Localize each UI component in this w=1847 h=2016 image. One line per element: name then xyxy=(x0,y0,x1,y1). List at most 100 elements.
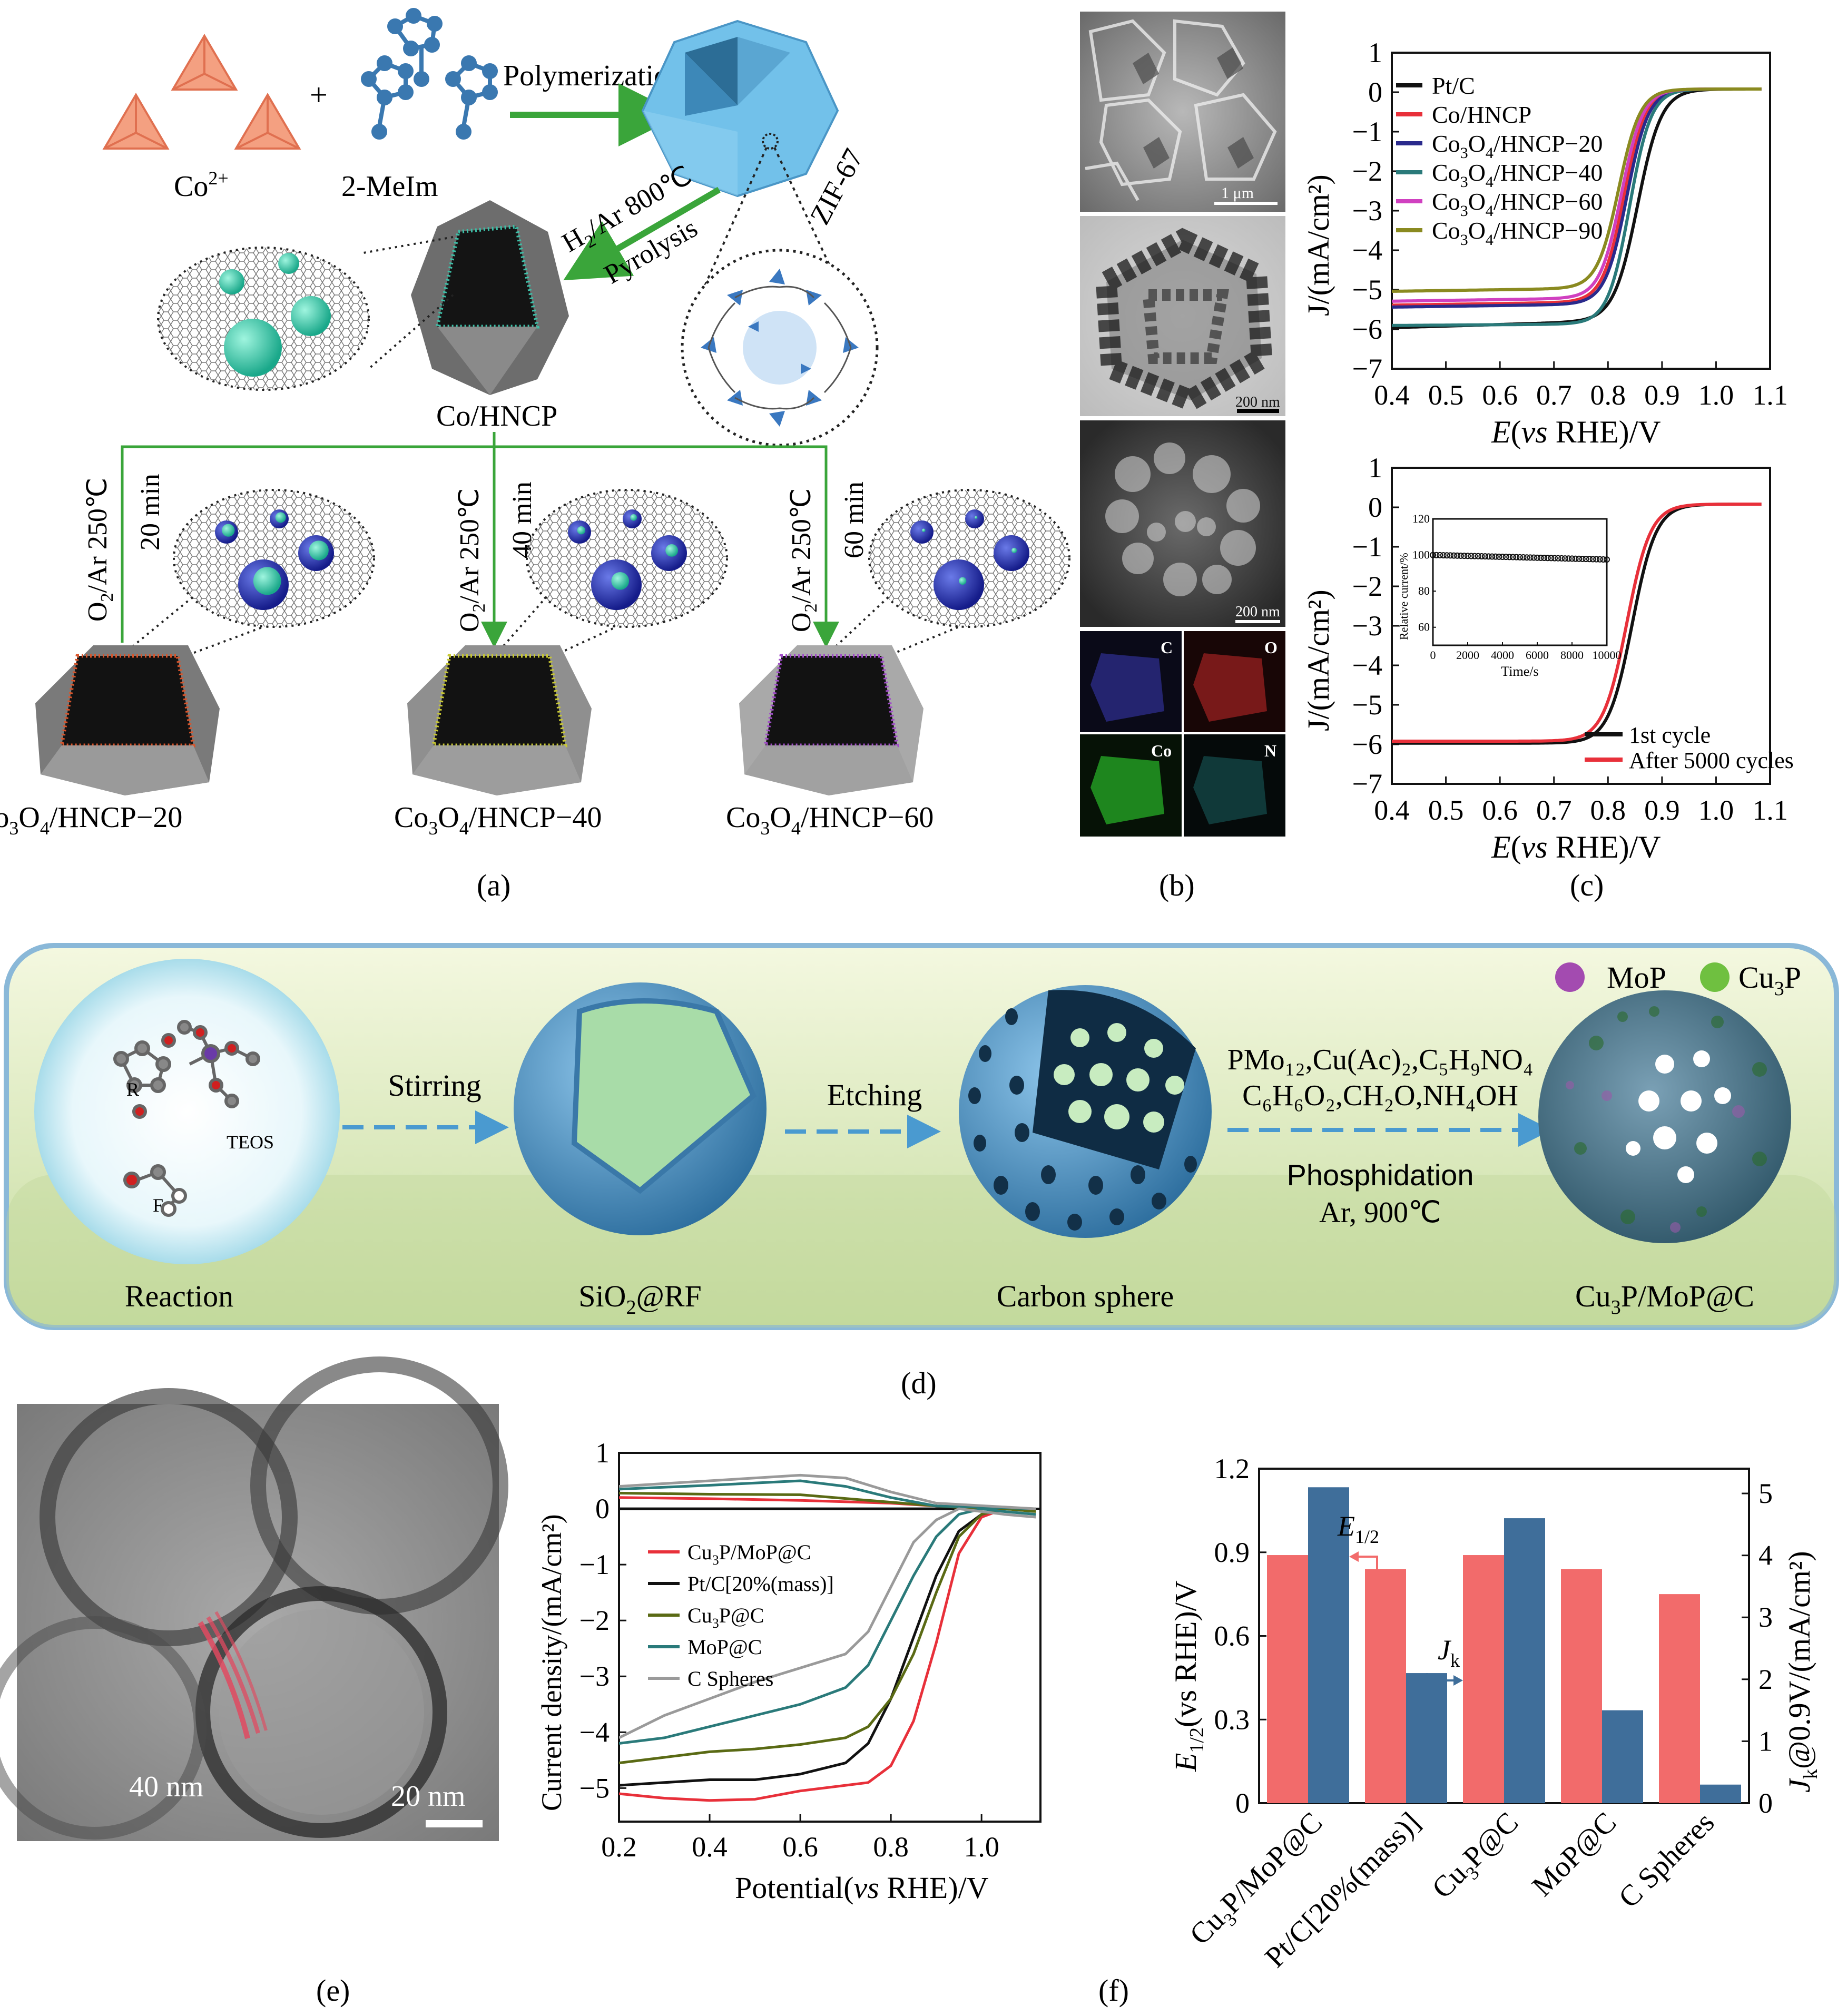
panel-label-a: (a) xyxy=(477,868,510,902)
y-tick-label-left: 0.3 xyxy=(1214,1704,1250,1735)
legend-label: Cu3P@C xyxy=(687,1604,764,1631)
inset-marker xyxy=(1561,555,1568,562)
legend-label: Co3O4/HNCP−60 xyxy=(1432,188,1603,220)
inset-marker xyxy=(1450,552,1457,559)
nanoparticle-core xyxy=(222,524,235,537)
zoom-line xyxy=(363,236,454,254)
inset-marker xyxy=(1555,555,1561,562)
legend-label: Co3O4/HNCP−20 xyxy=(1432,130,1603,162)
ring-current-line xyxy=(619,1479,1036,1510)
y-tick-label: −6 xyxy=(1352,313,1382,345)
bar-e-half xyxy=(1267,1555,1308,1803)
category-label: MoP@C xyxy=(1526,1806,1623,1903)
y-tick-label-right: 1 xyxy=(1758,1725,1773,1757)
x-tick-label: 0.4 xyxy=(1374,794,1410,826)
condition-label: Ar, 900℃ xyxy=(1319,1196,1441,1229)
y-tick-label: 1 xyxy=(1368,37,1382,68)
zif67-polyhedron-icon xyxy=(641,19,839,198)
inset-x-tick-label: 2000 xyxy=(1456,648,1479,662)
inset-marker xyxy=(1465,553,1471,559)
inset-marker xyxy=(1565,555,1572,562)
zoom-origin xyxy=(762,133,779,150)
series-line xyxy=(1392,503,1762,743)
annotation-arrowhead xyxy=(1453,1675,1463,1686)
inset-marker xyxy=(1475,553,1481,559)
x-tick-label: 0.6 xyxy=(1482,379,1518,411)
panel-label-e: (e) xyxy=(316,1973,350,2008)
inset-x-tick-label: 4000 xyxy=(1491,648,1514,662)
inset-x-tick-label: 6000 xyxy=(1526,648,1549,662)
inset-marker xyxy=(1524,554,1530,561)
y-tick-label: −1 xyxy=(1352,116,1382,147)
inset-marker xyxy=(1527,554,1534,561)
inset-y-tick-label: 60 xyxy=(1418,621,1430,634)
inset-marker xyxy=(1468,553,1475,559)
cohncp-label: Co/HNCP xyxy=(436,400,557,432)
co3o4-polyhedron-icon xyxy=(739,645,924,795)
y-tick-label: −7 xyxy=(1352,768,1382,800)
y-tick-label: −5 xyxy=(1352,274,1382,306)
x-tick-label: 0.8 xyxy=(873,1831,909,1863)
inset-marker xyxy=(1583,556,1589,563)
y-tick-label: −2 xyxy=(1352,155,1382,187)
x-tick-label: 0.4 xyxy=(692,1831,728,1863)
inset-marker xyxy=(1502,554,1509,560)
legend-label: MoP@C xyxy=(687,1635,762,1659)
cu3p-mop-sphere-icon xyxy=(1538,990,1791,1243)
inset-marker xyxy=(1586,556,1593,563)
inset-x-tick-label: 10000 xyxy=(1593,648,1622,662)
map-label-co: Co xyxy=(1151,741,1172,760)
y-tick-label-left: 0 xyxy=(1235,1787,1250,1819)
inset-marker xyxy=(1551,555,1558,562)
inset-marker xyxy=(1496,553,1502,560)
scale-bar-label: 200 nm xyxy=(1235,394,1280,410)
nanoparticle xyxy=(934,559,984,610)
y-tick-label-right: 2 xyxy=(1758,1664,1773,1695)
category-label: C Spheres xyxy=(1613,1806,1721,1914)
zoom-line xyxy=(830,594,891,652)
panel-e-tem-image: 40 nm 20 nm xyxy=(0,1356,508,1841)
carbon-sphere-icon xyxy=(959,985,1212,1238)
inset-marker xyxy=(1600,556,1607,563)
map-label-o: O xyxy=(1264,638,1278,657)
mim-label: 2-MeIm xyxy=(341,170,438,203)
inset-x-tick-label: 8000 xyxy=(1560,648,1584,662)
inset-marker xyxy=(1506,554,1513,560)
inset-marker xyxy=(1579,555,1586,562)
inset-marker xyxy=(1447,552,1453,559)
legend-label: Co3O4/HNCP−90 xyxy=(1432,217,1603,249)
oxidation-time-label: 20 min xyxy=(135,474,165,550)
phosphidation-label: Phosphidation xyxy=(1287,1158,1474,1192)
nanoparticle xyxy=(965,509,984,528)
series-line xyxy=(619,1507,1036,1802)
series-line xyxy=(619,1507,1036,1739)
step-sio2rf-label: SiO2@RF xyxy=(578,1279,702,1319)
x-tick-label: 0.8 xyxy=(1590,794,1626,826)
inset-marker xyxy=(1544,555,1551,562)
sio2-rf-sphere-icon xyxy=(514,982,767,1235)
nanoparticle-core xyxy=(309,540,329,560)
co3o4-polyhedron-icon xyxy=(35,645,220,795)
legend-label: Cu3P/MoP@C xyxy=(687,1540,811,1568)
map-label-c: C xyxy=(1161,638,1173,657)
inset-marker xyxy=(1596,556,1603,563)
scale-bar xyxy=(426,1820,483,1827)
inset-marker xyxy=(1482,553,1488,560)
bar-jk xyxy=(1602,1710,1643,1803)
panel-label-c: (c) xyxy=(1570,868,1604,902)
oxidation-branch-lines xyxy=(121,432,839,648)
methylimidazole-icon xyxy=(361,8,498,140)
series-line xyxy=(619,1507,1036,1745)
x-axis-label: Potential(vs RHE)/V xyxy=(735,1871,989,1905)
molecule-icon xyxy=(113,1020,260,1217)
annotation-jk: Jk xyxy=(1438,1634,1460,1671)
co-tetrahedra-icon xyxy=(102,34,301,150)
x-tick-label: 1.0 xyxy=(1698,794,1734,826)
zif-structure-zoom xyxy=(681,249,879,447)
mop-legend-label: MoP xyxy=(1607,960,1666,995)
zoom-line xyxy=(700,147,768,296)
stirring-label: Stirring xyxy=(388,1068,481,1103)
series-line xyxy=(619,1507,1036,1765)
inset-marker xyxy=(1443,552,1450,559)
y-tick-label: −1 xyxy=(579,1549,610,1580)
